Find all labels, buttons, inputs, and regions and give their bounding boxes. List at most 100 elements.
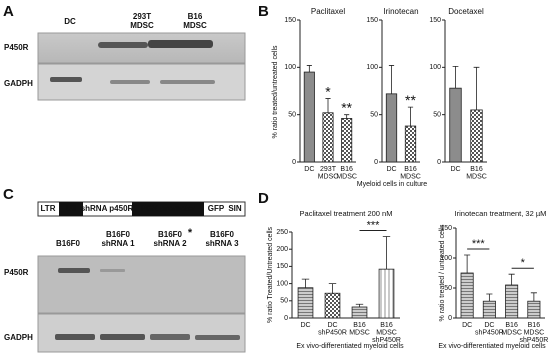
x-tick-label: MDSC: [349, 329, 370, 336]
y-tick-label: 100: [284, 64, 296, 71]
lane-label: MDSC: [130, 21, 154, 30]
chart-title: Irinotecan: [383, 7, 418, 16]
error-bar: [407, 106, 414, 127]
x-tick-label: B16: [340, 166, 353, 173]
y-tick-label: 0: [448, 315, 452, 322]
x-tick-label: DC: [450, 166, 460, 173]
x-axis-label: Ex vivo-differentiated myeloid cells: [438, 343, 546, 350]
y-tick-label: 50: [370, 112, 378, 119]
row-label: GADPH: [4, 333, 33, 342]
significance-label: *: [521, 257, 526, 269]
significance-label: ***: [367, 219, 381, 231]
significance-label: **: [341, 99, 352, 115]
significance-label: ***: [472, 238, 486, 250]
error-bar: [306, 65, 312, 73]
lane-label: shRNA 2: [153, 239, 187, 248]
y-tick-label: 50: [433, 112, 441, 119]
error-bar: [382, 236, 391, 270]
x-tick-label: B16: [404, 166, 417, 173]
y-axis-label: % ratio Treated/Untreated cells: [267, 226, 274, 323]
error-bar: [473, 66, 480, 110]
x-tick-label: B16: [528, 322, 541, 329]
construct-label: LTR: [41, 204, 56, 213]
y-axis-label: % ratio treated/untreated cells: [272, 45, 279, 138]
error-bar: [344, 114, 350, 119]
panel-letter: A: [3, 3, 14, 20]
construct-label: shRNA p450R: [81, 204, 134, 213]
y-tick-label: 0: [374, 159, 378, 166]
y-tick-label: 100: [276, 280, 288, 287]
y-tick-label: 50: [288, 112, 296, 119]
construct-label: PGK promoter: [141, 204, 196, 213]
marker: *: [188, 227, 193, 239]
bar: [351, 306, 368, 319]
construct-label: GFP: [208, 204, 225, 213]
y-tick-label: 0: [292, 159, 296, 166]
lane-label: shRNA 3: [205, 239, 239, 248]
chart-title: Paclitaxel: [311, 7, 345, 16]
y-tick-label: 150: [284, 17, 296, 24]
significance-label: **: [405, 92, 416, 108]
lane-label: DC: [64, 17, 76, 26]
x-tick-label: DC: [327, 322, 337, 329]
x-tick-label: DC: [462, 322, 472, 329]
bar: [324, 292, 341, 319]
x-tick-label: 293T: [320, 166, 337, 173]
x-tick-label: MDSC: [524, 329, 545, 336]
error-bar: [508, 273, 515, 285]
x-tick-label: MDSC: [400, 173, 421, 180]
y-tick-label: 150: [276, 263, 288, 270]
bar: [505, 284, 519, 319]
lane-label: B16F0: [158, 230, 183, 239]
x-tick-label: shP450R: [372, 337, 401, 344]
bar: [385, 93, 398, 163]
lane-label: B16F0: [106, 230, 131, 239]
y-axis-label: % ratio treated / untreated cells: [439, 224, 446, 321]
error-bar: [388, 65, 395, 94]
bar: [460, 272, 474, 319]
row-label: P450R: [4, 268, 29, 277]
y-tick-label: 100: [440, 255, 452, 262]
x-tick-label: DC: [304, 166, 314, 173]
x-tick-label: shP450R: [519, 337, 548, 344]
chart-title: Irinotecan treatment, 32 µM: [455, 209, 547, 218]
row-label: GADPH: [4, 79, 33, 88]
lane-label: MDSC: [183, 21, 207, 30]
panel-letter: C: [3, 186, 14, 203]
panel-letter: B: [258, 3, 269, 20]
y-tick-label: 150: [366, 17, 378, 24]
panel-letter: D: [258, 190, 269, 207]
construct-diagram: [37, 201, 246, 217]
y-tick-label: 100: [366, 64, 378, 71]
lane-label: B16: [188, 12, 203, 21]
chart-title: Paclitaxel treatment 200 nM: [300, 209, 393, 218]
y-tick-label: 150: [429, 17, 441, 24]
x-tick-label: DC: [484, 322, 494, 329]
construct-label: SIN: [228, 204, 242, 213]
error-bar: [530, 292, 537, 302]
lane-label: B16F0: [56, 239, 81, 248]
y-tick-label: 200: [276, 246, 288, 253]
error-bar: [328, 283, 337, 294]
construct-label: U6: [66, 204, 77, 213]
bar: [341, 118, 353, 163]
x-tick-label: MDSC: [466, 173, 487, 180]
error-bar: [452, 65, 459, 89]
bar: [378, 268, 395, 319]
chart-title: Docetaxel: [448, 7, 484, 16]
y-tick-label: 100: [429, 64, 441, 71]
x-tick-label: DC: [386, 166, 396, 173]
y-tick-label: 0: [437, 159, 441, 166]
bar: [303, 71, 315, 163]
y-tick-label: 50: [444, 285, 452, 292]
blot-a: [37, 32, 246, 101]
error-bar: [301, 278, 310, 288]
y-tick-label: 150: [440, 225, 452, 232]
x-tick-label: MDSC: [501, 329, 522, 336]
bar: [404, 125, 417, 163]
error-bar: [486, 293, 493, 302]
bar: [527, 300, 541, 319]
x-tick-label: shP450R: [475, 329, 504, 336]
x-tick-label: MDSC: [318, 173, 339, 180]
